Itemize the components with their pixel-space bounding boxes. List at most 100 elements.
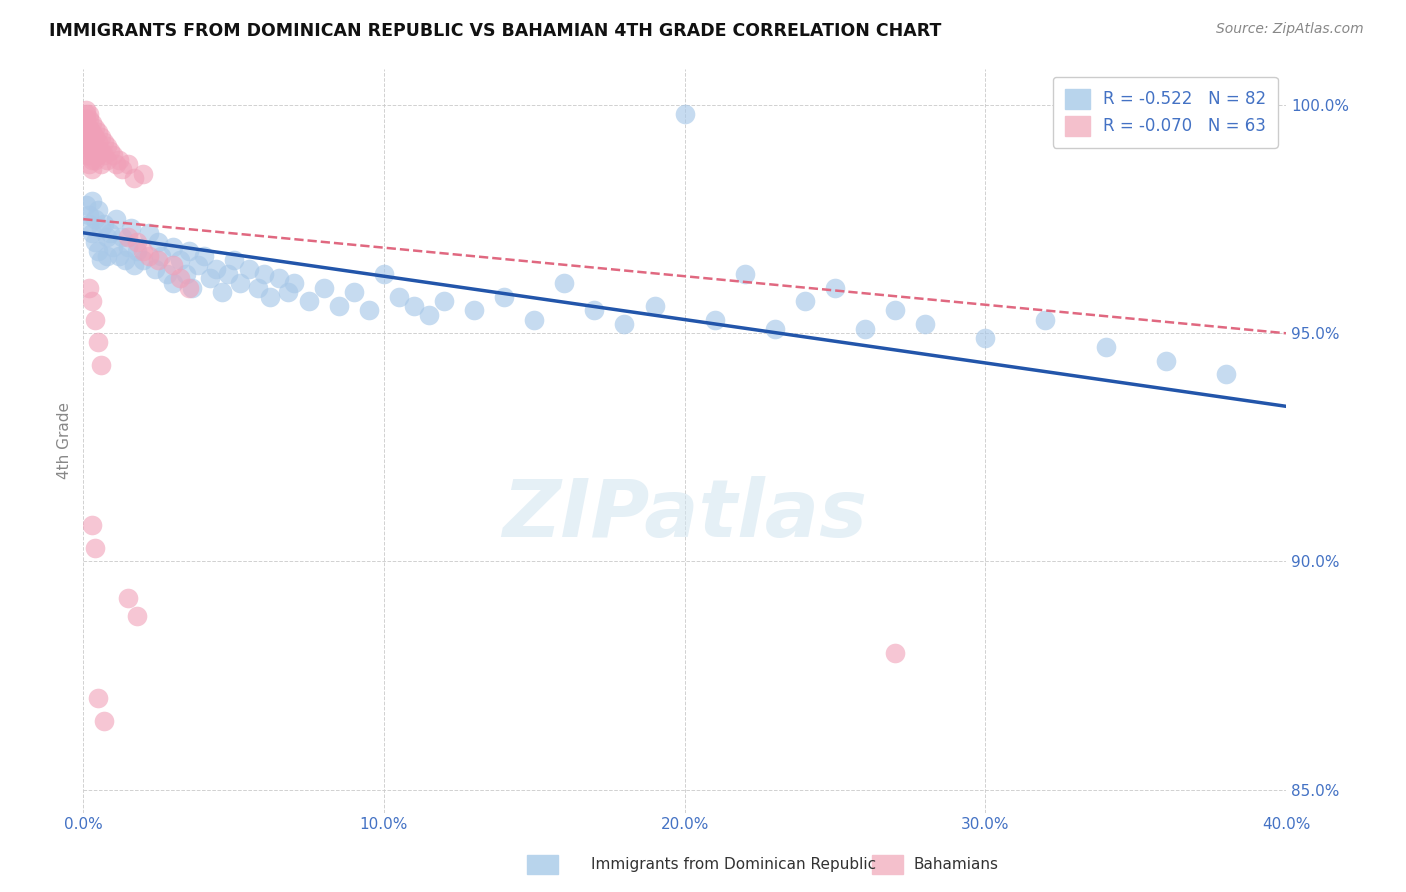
Point: [884, 646, 907, 660]
Point: [222, 253, 245, 268]
Point: [177, 244, 200, 259]
Point: [75, 112, 97, 126]
Point: [763, 321, 786, 335]
Point: [75, 139, 97, 153]
Point: [187, 258, 209, 272]
Point: [79, 130, 101, 145]
Point: [553, 276, 575, 290]
Point: [93, 135, 115, 149]
Text: Bahamians: Bahamians: [914, 857, 998, 872]
Point: [148, 253, 170, 268]
Point: [193, 249, 215, 263]
Point: [124, 258, 146, 272]
Point: [117, 591, 139, 605]
Point: [103, 239, 125, 253]
Text: IMMIGRANTS FROM DOMINICAN REPUBLIC VS BAHAMIAN 4TH GRADE CORRELATION CHART: IMMIGRANTS FROM DOMINICAN REPUBLIC VS BA…: [49, 22, 942, 40]
Point: [75, 103, 97, 117]
Point: [82, 144, 104, 158]
Point: [96, 230, 118, 244]
Point: [79, 208, 101, 222]
Point: [583, 303, 606, 318]
Point: [169, 271, 191, 285]
Point: [79, 148, 101, 162]
Point: [277, 285, 299, 300]
Point: [98, 226, 121, 240]
Point: [82, 161, 104, 176]
Point: [82, 135, 104, 149]
Point: [162, 239, 184, 253]
Point: [87, 202, 110, 217]
Point: [79, 120, 101, 135]
Point: [703, 312, 725, 326]
Point: [253, 267, 276, 281]
Point: [108, 249, 131, 263]
Point: [1215, 368, 1237, 382]
Point: [127, 244, 149, 259]
Point: [259, 290, 281, 304]
Point: [82, 153, 104, 167]
Point: [156, 267, 179, 281]
Point: [246, 280, 269, 294]
Point: [127, 235, 149, 249]
Point: [79, 157, 101, 171]
Point: [402, 299, 425, 313]
Point: [169, 253, 191, 268]
Point: [228, 276, 250, 290]
Point: [79, 217, 101, 231]
Point: [884, 303, 907, 318]
Point: [138, 249, 160, 263]
Point: [75, 130, 97, 145]
Point: [124, 171, 146, 186]
Point: [75, 120, 97, 135]
Point: [267, 271, 290, 285]
Point: [117, 230, 139, 244]
Point: [87, 135, 110, 149]
Point: [132, 167, 155, 181]
Point: [204, 262, 226, 277]
Point: [90, 253, 112, 268]
Point: [87, 335, 110, 350]
Point: [127, 609, 149, 624]
Point: [198, 271, 221, 285]
Point: [84, 312, 107, 326]
Point: [148, 235, 170, 249]
Point: [84, 153, 107, 167]
Point: [162, 258, 184, 272]
Point: [90, 144, 112, 158]
Point: [734, 267, 756, 281]
Point: [84, 130, 107, 145]
Legend: R = -0.522   N = 82, R = -0.070   N = 63: R = -0.522 N = 82, R = -0.070 N = 63: [1053, 77, 1278, 147]
Text: ZIPatlas: ZIPatlas: [502, 476, 868, 554]
Point: [343, 285, 366, 300]
Point: [90, 130, 112, 145]
Text: Immigrants from Dominican Republic: Immigrants from Dominican Republic: [591, 857, 876, 872]
Point: [82, 226, 104, 240]
Point: [138, 226, 160, 240]
Point: [1094, 340, 1116, 354]
Point: [105, 157, 128, 171]
Point: [177, 280, 200, 294]
Point: [238, 262, 260, 277]
Point: [93, 148, 115, 162]
Point: [418, 308, 440, 322]
Point: [93, 217, 115, 231]
Point: [108, 153, 131, 167]
Point: [793, 294, 815, 309]
Point: [174, 267, 197, 281]
Point: [79, 139, 101, 153]
Text: Source: ZipAtlas.com: Source: ZipAtlas.com: [1216, 22, 1364, 37]
Point: [298, 294, 321, 309]
Point: [388, 290, 411, 304]
Point: [117, 157, 139, 171]
Point: [211, 285, 233, 300]
Point: [283, 276, 305, 290]
Point: [79, 112, 101, 126]
Point: [96, 139, 118, 153]
Point: [180, 280, 202, 294]
Point: [79, 280, 101, 294]
Point: [105, 212, 128, 227]
Point: [150, 249, 173, 263]
Point: [132, 244, 155, 259]
Point: [75, 125, 97, 139]
Point: [1154, 353, 1177, 368]
